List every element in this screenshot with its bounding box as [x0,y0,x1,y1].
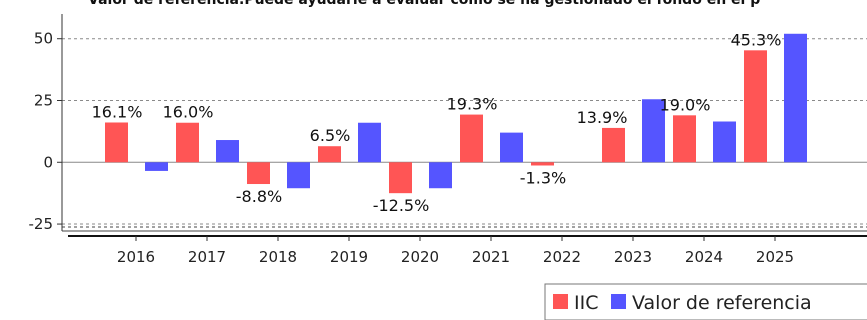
x-tick-label: 2020 [401,248,439,266]
bar-valor-de-referencia [287,162,310,189]
y-tick-label: 25 [34,91,53,109]
legend: IIC Valor de referencia [544,283,867,320]
bar-iic [247,162,270,185]
x-tick-label: 2023 [614,248,652,266]
data-label: 19.0% [660,95,711,114]
y-tick-label: -25 [29,215,54,233]
x-tick-label: 2017 [188,248,226,266]
bar-valor-de-referencia [500,132,523,163]
legend-label: IIC [574,292,598,314]
bar-valor-de-referencia [429,162,452,189]
data-label: -12.5% [373,196,430,215]
legend-swatch-valor-de-referencia [611,294,626,309]
bar-iic [105,122,128,163]
y-tick-label: 0 [43,153,53,171]
x-tick-label: 2016 [117,248,155,266]
bar-valor-de-referencia [358,122,381,163]
bar-iic [176,122,199,163]
bar-iic [389,162,412,194]
bar-valor-de-referencia [784,33,807,163]
bar-iic [602,127,625,163]
x-tick-label: 2025 [756,248,794,266]
data-label: 45.3% [731,30,782,49]
bars-layer [105,33,807,194]
x-tick-label: 2018 [259,248,297,266]
x-tick-label: 2022 [543,248,581,266]
legend-swatch-iic [553,294,568,309]
data-label: 16.0% [163,103,214,122]
data-label: -8.8% [236,187,282,206]
axes-layer: -25 0 25 50 2016 2017 2018 2019 2020 2021 2022 2023… [29,14,867,266]
data-label: -1.3% [520,168,566,187]
bar-iic [744,50,767,163]
x-tick-label: 2024 [685,248,723,266]
chart-title: Valor de referencia.Puede ayudarle a eva… [88,0,760,8]
bar-valor-de-referencia [145,162,168,171]
data-label: 13.9% [577,108,628,127]
x-tick-label: 2021 [472,248,510,266]
bar-iic [673,115,696,163]
bar-valor-de-referencia [216,140,239,163]
data-labels-layer: 16.1% 16.0% -8.8% 6.5% -12.5% 19.3% -1.3% 13.9%… [92,30,782,215]
x-tick-label: 2019 [330,248,368,266]
bar-valor-de-referencia [713,121,736,163]
bar-iic [460,114,483,163]
data-label: 6.5% [310,126,351,145]
y-tick-label: 50 [34,30,53,48]
data-label: 16.1% [92,102,143,121]
legend-label: Valor de referencia [632,292,812,314]
bar-valor-de-referencia [642,99,665,163]
data-label: 19.3% [447,95,498,114]
legend-box [544,283,867,320]
bar-iic [318,146,341,163]
bar-iic [531,162,554,166]
